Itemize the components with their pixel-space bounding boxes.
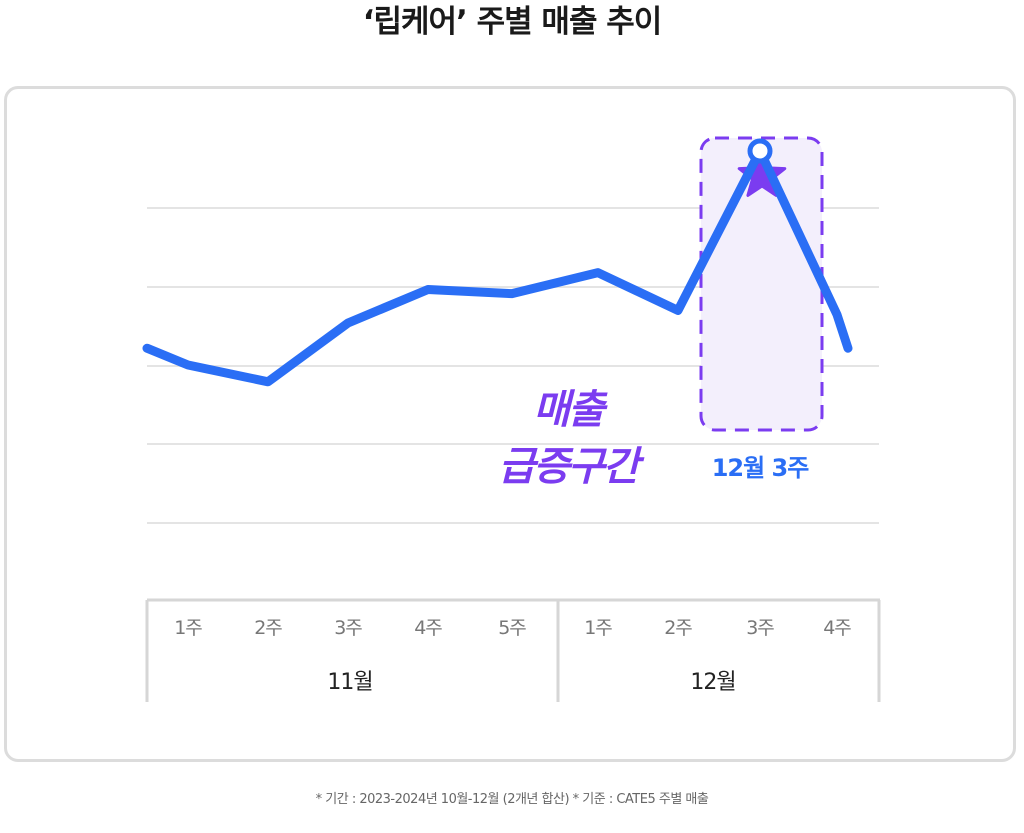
surge-label-line1: 매출 bbox=[533, 387, 608, 433]
week-tick-label: 1주 bbox=[584, 617, 612, 639]
surge-label-line2: 급증구간 bbox=[498, 444, 644, 490]
peak-label: 12월 3주 bbox=[712, 454, 810, 482]
series-line bbox=[142, 146, 853, 387]
peak-point bbox=[747, 138, 773, 164]
week-tick-label: 2주 bbox=[664, 617, 692, 639]
week-tick-label: 5주 bbox=[498, 617, 526, 639]
x-axis: 1주 2주 3주 4주 5주 11월 1주 2주 3주 4주 12월 bbox=[145, 598, 881, 702]
week-tick-label: 4주 bbox=[823, 617, 851, 639]
week-tick-label: 3주 bbox=[334, 617, 362, 639]
chart-title: ‘립케어’ 주별 매출 추이 bbox=[362, 4, 663, 40]
star-icon bbox=[737, 150, 787, 197]
week-tick-label: 2주 bbox=[254, 617, 282, 639]
week-tick-label: 3주 bbox=[746, 617, 774, 639]
footnote: * 기간 : 2023-2024년 10월-12월 (2개년 합산) * 기준 … bbox=[315, 792, 709, 807]
week-tick-label: 1주 bbox=[174, 617, 202, 639]
week-tick-label: 4주 bbox=[414, 617, 442, 639]
surge-highlight bbox=[699, 136, 824, 432]
month-label: 12월 bbox=[690, 670, 735, 695]
data-points bbox=[747, 138, 773, 164]
chart-card bbox=[4, 86, 1016, 762]
month-label: 11월 bbox=[327, 670, 372, 695]
